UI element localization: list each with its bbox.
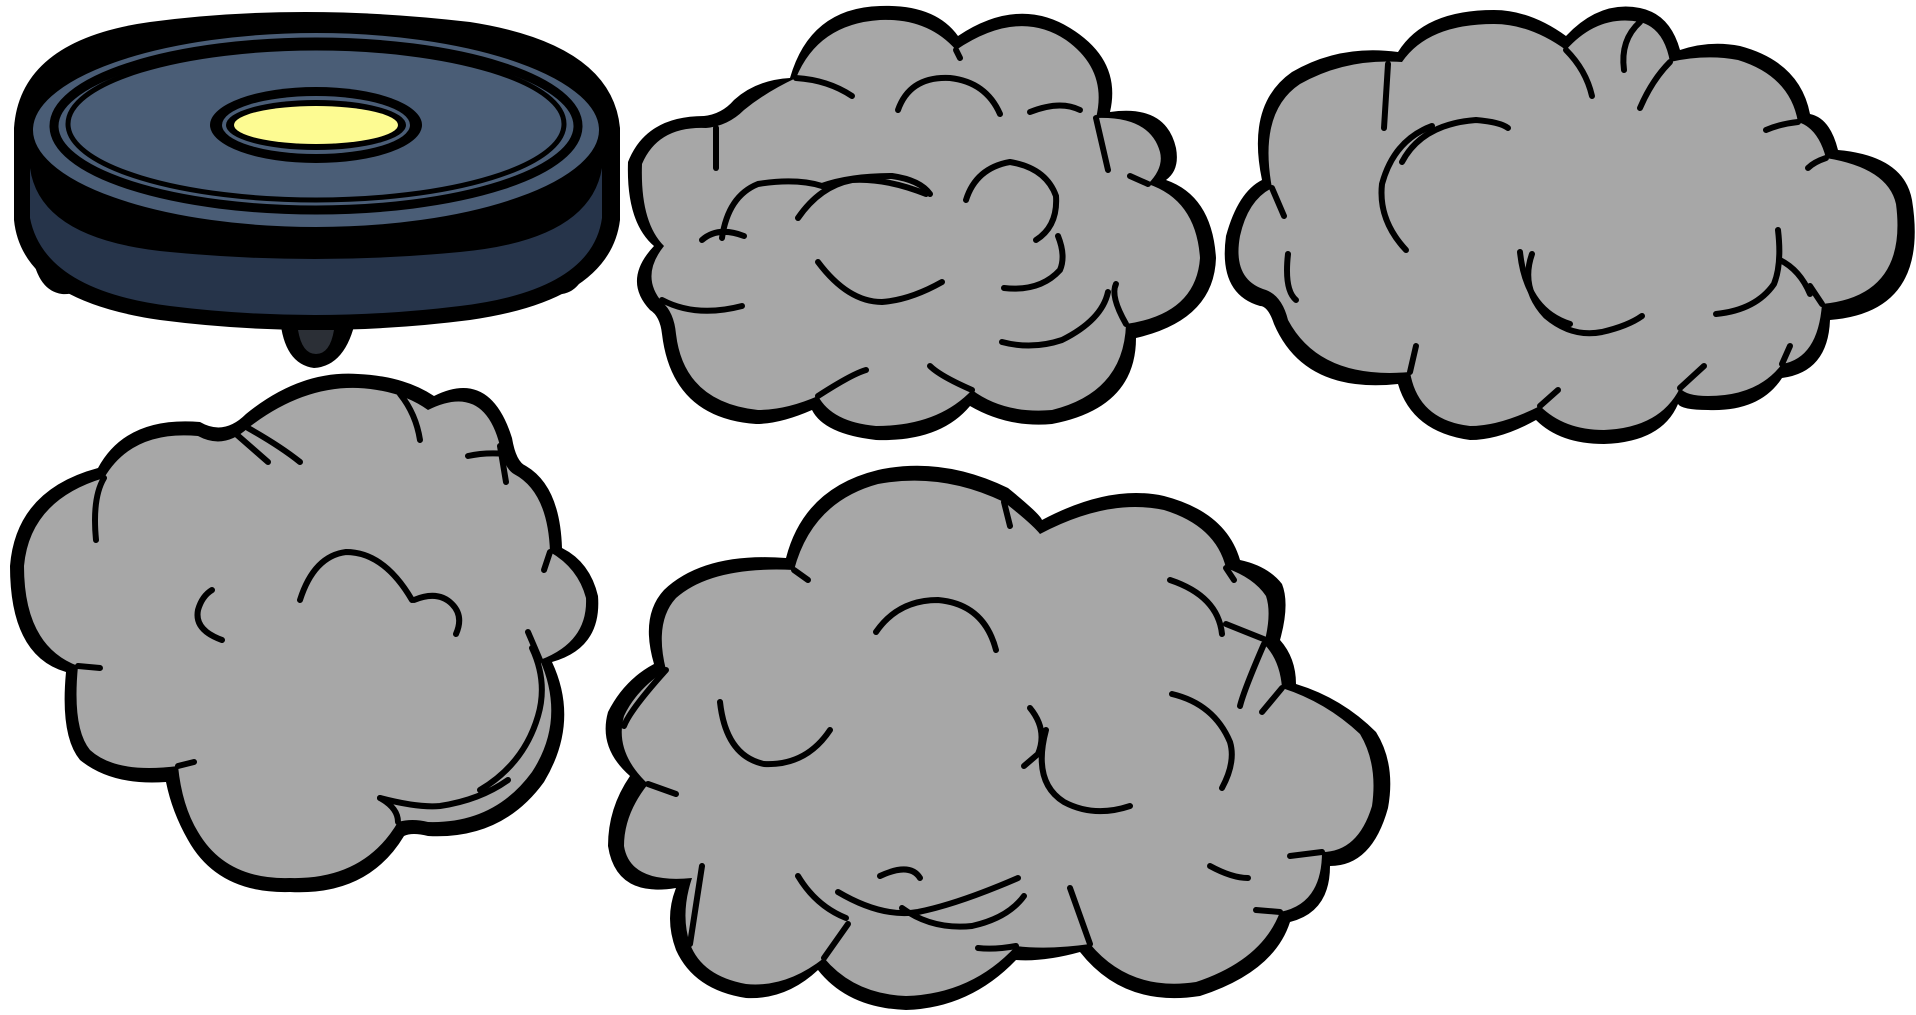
dust-cloud-2 (1224, 6, 1915, 445)
dust-cloud-icon (627, 5, 1216, 441)
vacuum-foot-front (280, 318, 356, 368)
robot-vacuum-icon (14, 12, 620, 368)
dust-cloud-icon (10, 373, 599, 893)
dust-cloud-4 (605, 465, 1391, 1010)
dust-cloud-icon (1224, 6, 1915, 445)
dust-cloud-1 (627, 5, 1216, 441)
vacuum-status-light (210, 87, 422, 163)
dust-cloud-icon (605, 465, 1391, 1010)
dust-cloud-3 (10, 373, 599, 893)
